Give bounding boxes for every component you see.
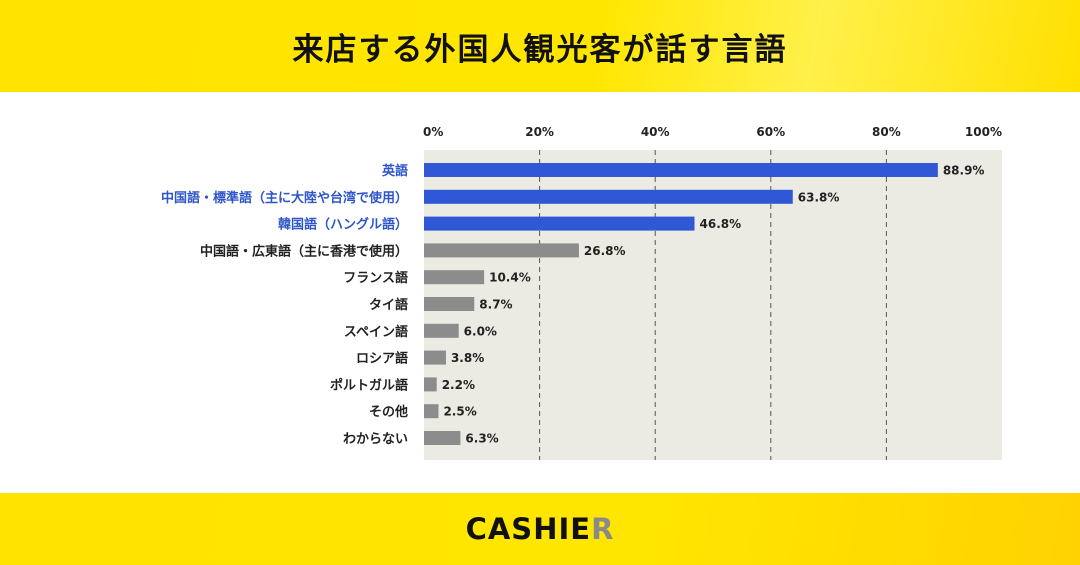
bar xyxy=(424,243,579,258)
value-labels: 88.9% 63.8% 46.8% 26.8% 10.4% 8.7% 6.0% 3.8% 2.2… xyxy=(442,164,985,446)
category-label: 英語 xyxy=(381,163,408,179)
x-tick-label: 100% xyxy=(965,125,1002,139)
x-tick-label: 80% xyxy=(872,125,901,139)
bar xyxy=(424,431,461,445)
bars xyxy=(424,163,938,445)
value-label: 63.8% xyxy=(798,190,840,204)
category-label: タイ語 xyxy=(369,297,408,313)
bar xyxy=(424,377,437,392)
category-label: ロシア語 xyxy=(356,351,408,367)
bar xyxy=(424,270,485,285)
bar xyxy=(424,189,793,204)
value-label: 46.8% xyxy=(700,217,742,231)
category-label: その他 xyxy=(369,404,408,420)
category-label: ポルトガル語 xyxy=(330,377,408,393)
category-label: 中国語・標準語（主に大陸や台湾で使用） xyxy=(161,190,408,206)
bar xyxy=(424,404,439,419)
footer-banner: CASHIER xyxy=(0,493,1080,565)
x-axis-ticks: 0% 20% 40% 60% 80% 100% xyxy=(423,125,1002,139)
cashier-logo: CASHIER xyxy=(466,512,615,546)
x-tick-label: 40% xyxy=(641,125,670,139)
value-label: 2.5% xyxy=(443,405,476,419)
value-label: 10.4% xyxy=(489,271,531,285)
header-banner: 来店する外国人観光客が話す言語 xyxy=(0,0,1080,92)
x-tick-label: 60% xyxy=(756,125,785,139)
category-label: スペイン語 xyxy=(344,324,408,340)
category-label: わからない xyxy=(343,432,408,447)
x-tick-label: 20% xyxy=(525,125,554,139)
value-label: 8.7% xyxy=(479,298,512,312)
bar xyxy=(424,350,446,365)
bar xyxy=(424,297,475,311)
bar xyxy=(424,216,695,231)
logo-text-main: CASHIE xyxy=(465,512,592,546)
value-label: 2.2% xyxy=(442,378,475,392)
bar xyxy=(424,323,459,338)
grid-lines xyxy=(539,150,887,460)
logo-text-last: R xyxy=(591,512,615,546)
value-label: 88.9% xyxy=(943,164,985,178)
bar xyxy=(424,163,938,177)
category-label: 韓国語（ハングル語） xyxy=(278,217,408,233)
value-label: 6.0% xyxy=(464,324,497,338)
value-label: 26.8% xyxy=(584,244,626,258)
category-label: フランス語 xyxy=(343,270,408,286)
category-label: 中国語・広東語（主に香港で使用） xyxy=(200,243,408,259)
value-label: 6.3% xyxy=(465,432,498,446)
x-tick-label: 0% xyxy=(423,125,443,139)
value-label: 3.8% xyxy=(451,351,484,365)
bar-chart: 0% 20% 40% 60% 80% 100% 英語中国語・標準語（主に大陸や台湾で使用）… xyxy=(161,125,1002,460)
page-title: 来店する外国人観光客が話す言語 xyxy=(292,31,788,68)
